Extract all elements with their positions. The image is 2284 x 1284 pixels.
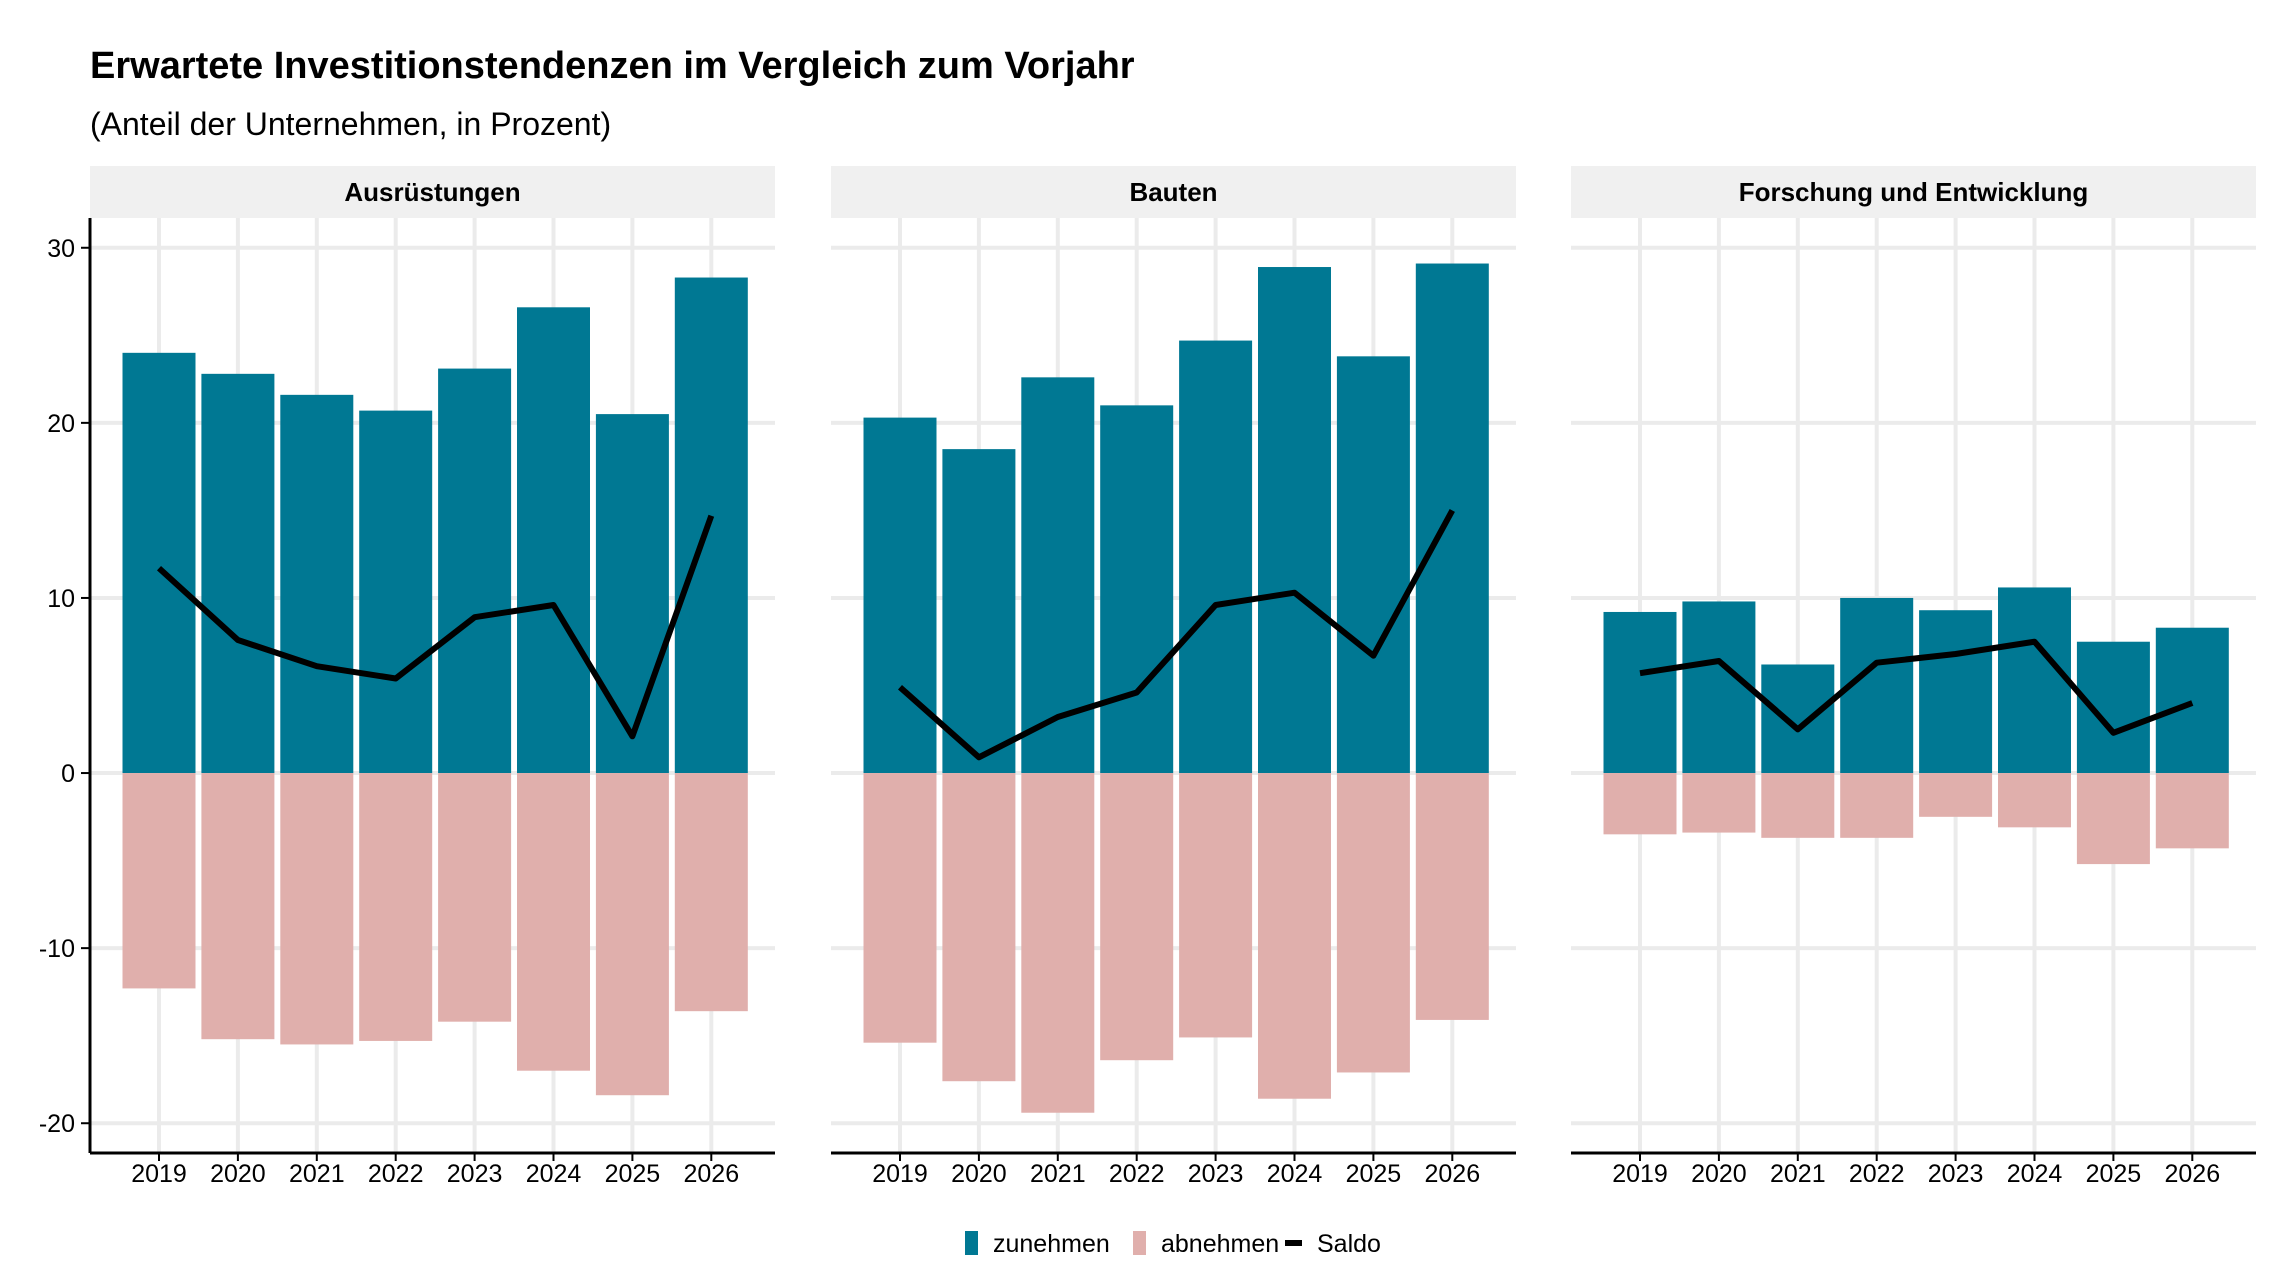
bar-abnehmen	[674, 773, 748, 1012]
bar-zunehmen	[1998, 587, 2071, 774]
bar-abnehmen	[1682, 773, 1756, 833]
bar-zunehmen	[280, 394, 354, 774]
x-tick-label: 2021	[1030, 1160, 1086, 1188]
y-tick-label: -10	[39, 935, 75, 963]
x-tick-label: 2026	[2164, 1160, 2220, 1188]
facet-strip-0	[90, 166, 775, 218]
y-tick-label: 30	[47, 235, 75, 263]
bar-zunehmen	[1761, 664, 1835, 774]
bar-abnehmen	[942, 773, 1016, 1082]
chart-subtitle: (Anteil der Unternehmen, in Prozent)	[90, 106, 612, 142]
bar-zunehmen	[1258, 267, 1331, 774]
saldo-line	[898, 508, 1455, 761]
bar-abnehmen	[359, 773, 433, 1041]
bar-zunehmen	[942, 449, 1016, 774]
x-tick-label: 2022	[1849, 1160, 1905, 1188]
legend-label-abnehmen: abnehmen	[1161, 1230, 1279, 1258]
bar-abnehmen	[438, 773, 512, 1022]
bar-zunehmen	[1100, 405, 1174, 774]
x-tick-label: 2019	[1612, 1160, 1668, 1188]
y-tick-label: 20	[47, 410, 75, 438]
bar-zunehmen	[863, 417, 937, 774]
x-tick-label: 2021	[1770, 1160, 1826, 1188]
bar-zunehmen	[1021, 377, 1095, 774]
x-tick-label: 2024	[1267, 1160, 1323, 1188]
facet-label-2: Forschung und Entwicklung	[1739, 177, 2089, 207]
x-tick-label: 2022	[1109, 1160, 1165, 1188]
x-tick-label: 2025	[605, 1160, 661, 1188]
facet-strip-2	[1571, 166, 2256, 218]
x-tick-label: 2024	[2007, 1160, 2063, 1188]
facet-label-1: Bauten	[1129, 177, 1217, 207]
saldo-line	[156, 514, 715, 740]
x-tick-label: 2024	[526, 1160, 582, 1188]
bar-abnehmen	[517, 773, 590, 1071]
bar-zunehmen	[517, 307, 590, 774]
bar-zunehmen	[201, 373, 275, 774]
bar-abnehmen	[2076, 773, 2150, 865]
bar-zunehmen	[1603, 611, 1677, 774]
x-tick-label: 2026	[683, 1160, 739, 1188]
bar-zunehmen	[1919, 610, 1993, 774]
bar-zunehmen	[359, 410, 433, 774]
bar-abnehmen	[1179, 773, 1253, 1038]
legend-label-saldo: Saldo	[1317, 1230, 1381, 1258]
x-tick-label: 2019	[872, 1160, 928, 1188]
x-tick-label: 2025	[1346, 1160, 1402, 1188]
y-tick-label: -20	[39, 1110, 75, 1138]
bar-abnehmen	[1998, 773, 2071, 828]
bar-abnehmen	[2155, 773, 2229, 849]
x-tick-label: 2020	[210, 1160, 266, 1188]
bar-abnehmen	[595, 773, 669, 1096]
bar-abnehmen	[201, 773, 275, 1040]
bar-zunehmen	[1336, 356, 1410, 774]
legend-swatch-abnehmen	[1133, 1231, 1146, 1255]
x-tick-label: 2019	[131, 1160, 187, 1188]
bar-zunehmen	[595, 414, 669, 774]
bar-abnehmen	[1100, 773, 1174, 1061]
x-tick-label: 2023	[1928, 1160, 1984, 1188]
bar-zunehmen	[438, 368, 512, 774]
bar-zunehmen	[1682, 601, 1756, 774]
facet-strip-1	[831, 166, 1516, 218]
x-tick-label: 2020	[1691, 1160, 1747, 1188]
bar-abnehmen	[1919, 773, 1993, 817]
bar-abnehmen	[1840, 773, 1914, 838]
x-tick-label: 2022	[368, 1160, 424, 1188]
bar-abnehmen	[863, 773, 937, 1043]
bar-abnehmen	[1603, 773, 1677, 835]
bar-zunehmen	[674, 277, 748, 774]
bar-abnehmen	[280, 773, 354, 1045]
saldo-line	[1639, 638, 2194, 736]
chart-title: Erwartete Investitionstendenzen im Vergl…	[90, 45, 1135, 87]
x-tick-label: 2025	[2086, 1160, 2142, 1188]
x-tick-label: 2021	[289, 1160, 345, 1188]
bar-zunehmen	[2155, 627, 2229, 774]
bar-zunehmen	[1415, 263, 1489, 774]
bar-zunehmen	[1179, 340, 1253, 774]
y-tick-label: 0	[61, 760, 75, 788]
legend-label-zunehmen: zunehmen	[993, 1230, 1110, 1258]
legend-swatch-zunehmen	[965, 1231, 978, 1255]
x-tick-label: 2023	[447, 1160, 503, 1188]
bar-abnehmen	[1258, 773, 1331, 1099]
bar-abnehmen	[122, 773, 196, 989]
x-tick-label: 2020	[951, 1160, 1007, 1188]
bar-zunehmen	[122, 352, 196, 774]
bar-abnehmen	[1415, 773, 1489, 1020]
x-tick-label: 2023	[1188, 1160, 1244, 1188]
facet-label-0: Ausrüstungen	[344, 177, 520, 207]
bar-abnehmen	[1761, 773, 1835, 838]
x-tick-label: 2026	[1424, 1160, 1480, 1188]
bar-abnehmen	[1336, 773, 1410, 1073]
bar-abnehmen	[1021, 773, 1095, 1113]
y-tick-label: 10	[47, 585, 75, 613]
